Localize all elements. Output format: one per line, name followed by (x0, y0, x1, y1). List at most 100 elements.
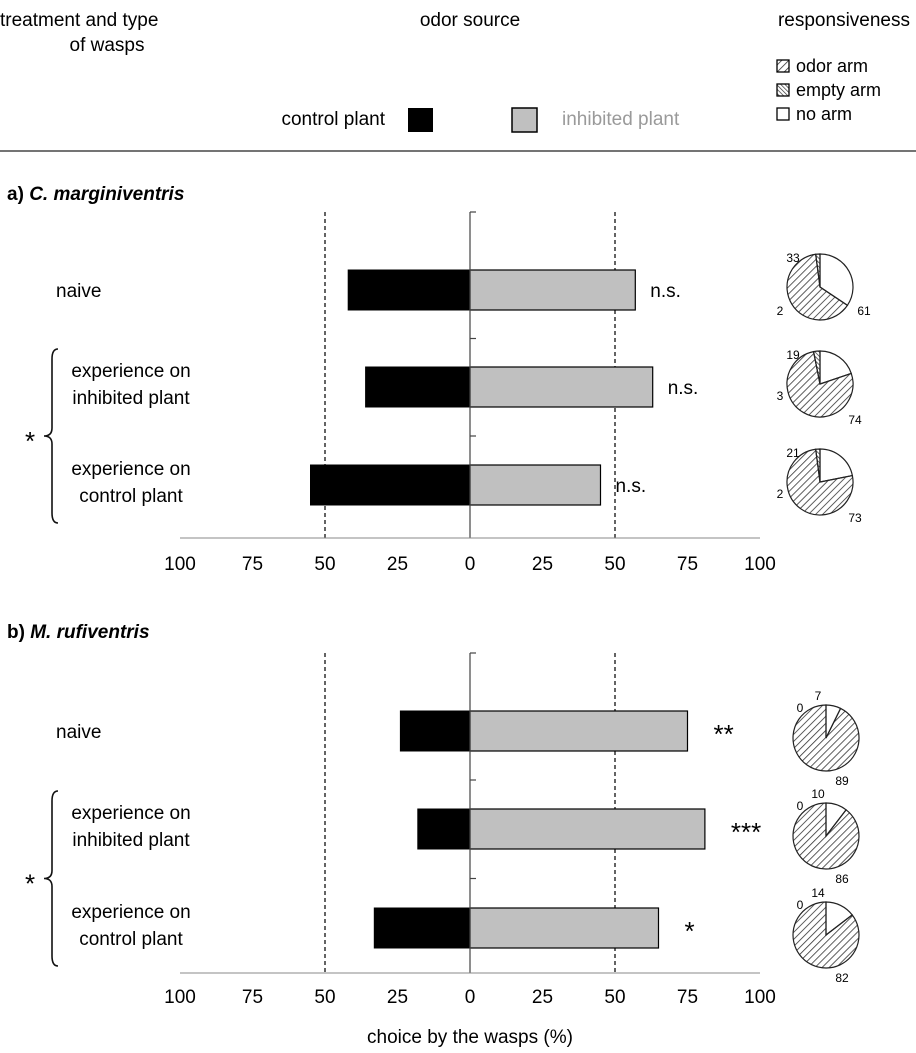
category-label: naive (56, 281, 101, 302)
responsiveness-legend: odor arm empty arm no arm (776, 56, 881, 124)
bar-inhibited (469, 366, 654, 408)
pie-label-empty-arm: 0 (797, 701, 804, 715)
group-bracket (43, 790, 59, 967)
bar-inhibited (469, 907, 660, 949)
x-tick-label: 100 (744, 554, 776, 575)
x-tick-label: 50 (604, 987, 625, 1008)
responsiveness-pie: 33 2 61 (777, 251, 871, 321)
bar-inhibited (469, 808, 706, 850)
pie-label-no-arm: 21 (786, 446, 800, 460)
x-tick-label: 0 (465, 554, 476, 575)
category-label: inhibited plant (72, 388, 190, 409)
significance-label: ** (714, 719, 734, 749)
legend-no-arm: no arm (796, 104, 852, 124)
x-tick-label: 100 (164, 987, 196, 1008)
bar-inhibited (469, 710, 689, 752)
empty-arm-swatch (776, 83, 790, 97)
responsiveness-pie: 70 89 (792, 689, 860, 788)
x-tick-label: 75 (242, 987, 263, 1008)
pie-label-odor-arm: 74 (848, 413, 862, 427)
responsiveness-pie: 21 2 73 (777, 446, 862, 525)
panel-letter: a) (7, 184, 29, 205)
pie-slice-odor-arm (786, 350, 854, 418)
x-tick-label: 25 (532, 987, 553, 1008)
bar-control (347, 269, 471, 311)
bar-control (310, 464, 471, 506)
pie-label-empty-arm: 2 (777, 304, 784, 318)
panel-a: a) C. marginiventris n.s. naive 33 2 61 n.s. ex… (7, 184, 871, 575)
x-tick-label: 100 (164, 554, 196, 575)
pie-label-empty-arm: 3 (777, 389, 784, 403)
x-tick-label: 50 (604, 554, 625, 575)
bar-control (399, 710, 471, 752)
group-bracket (43, 348, 59, 524)
x-tick-label: 25 (387, 987, 408, 1008)
category-label: experience on (71, 361, 190, 382)
significance-label: n.s. (650, 281, 681, 302)
legend-empty-arm: empty arm (796, 80, 881, 100)
x-tick-label: 0 (465, 987, 476, 1008)
pie-slice-empty-arm (815, 448, 821, 483)
pie-label-empty-arm: 0 (797, 799, 804, 813)
responsiveness-pie: 10 0 86 (792, 787, 860, 886)
pie-label-no-arm: 33 (786, 251, 800, 265)
x-axis-label: choice by the wasps (%) (367, 1027, 573, 1048)
panel-b: b) M. rufiventris**naive7089***experienc… (7, 622, 860, 1008)
category-label: experience on (71, 803, 190, 824)
legend-odor-arm: odor arm (796, 56, 868, 76)
panel-letter: b) (7, 622, 30, 643)
pie-label-odor-arm: 82 (835, 971, 849, 985)
panel-title: b) M. rufiventris (7, 622, 150, 643)
pie-slice-odor-arm (786, 448, 854, 516)
x-tick-label: 100 (744, 987, 776, 1008)
x-tick-label: 75 (677, 554, 698, 575)
category-label: experience on (71, 459, 190, 480)
category-label: experience on (71, 902, 190, 923)
header-col2: odor source (420, 10, 520, 31)
bracket-significance: * (25, 869, 35, 899)
significance-label: * (685, 916, 695, 946)
pie-slice-odor-arm (786, 253, 849, 321)
pie-slice-empty-arm (815, 253, 821, 288)
pie-label-odor-arm: 73 (848, 511, 862, 525)
x-tick-label: 25 (532, 554, 553, 575)
bar-inhibited (469, 464, 602, 506)
pie-slice-empty-arm (812, 350, 821, 385)
pie-label-no-arm: 10 (811, 787, 825, 801)
pie-label-odor-arm: 86 (835, 872, 849, 886)
control-plant-label: control plant (281, 109, 385, 130)
x-tick-label: 75 (242, 554, 263, 575)
pie-label-odor-arm: 61 (857, 304, 871, 318)
pie-label-no-arm: 7 (815, 689, 822, 703)
x-tick-label: 25 (387, 554, 408, 575)
responsiveness-pie: 19 3 74 (777, 348, 862, 427)
pie-slice-odor-arm (792, 802, 860, 870)
bracket-significance: * (25, 426, 35, 456)
panel-species: M. rufiventris (30, 622, 149, 643)
bar-inhibited (469, 269, 636, 311)
pie-label-no-arm: 14 (811, 886, 825, 900)
category-label: naive (56, 722, 101, 743)
pie-label-empty-arm: 2 (777, 487, 784, 501)
no-arm-swatch (776, 107, 790, 121)
control-plant-swatch (408, 108, 433, 132)
odor-arm-swatch (776, 59, 790, 73)
pie-label-no-arm: 19 (786, 348, 800, 362)
x-tick-label: 50 (314, 987, 335, 1008)
x-tick-label: 50 (314, 554, 335, 575)
significance-label: n.s. (616, 476, 647, 497)
header-col1-line1: treatment and type (0, 10, 158, 31)
category-label: control plant (79, 929, 183, 950)
inhibited-plant-swatch (511, 107, 538, 133)
header-col1-line2: of wasps (70, 35, 145, 56)
panels: a) C. marginiventris n.s. naive 33 2 61 n.s. ex… (7, 184, 871, 1008)
x-tick-label: 75 (677, 987, 698, 1008)
pie-slice-odor-arm (792, 704, 860, 772)
pie-slice-no-arm (819, 448, 854, 483)
significance-label: *** (731, 817, 761, 847)
responsiveness-pie: 14 0 82 (792, 886, 860, 985)
bar-control (417, 808, 471, 850)
bar-control (373, 907, 471, 949)
panel-title: a) C. marginiventris (7, 184, 184, 205)
